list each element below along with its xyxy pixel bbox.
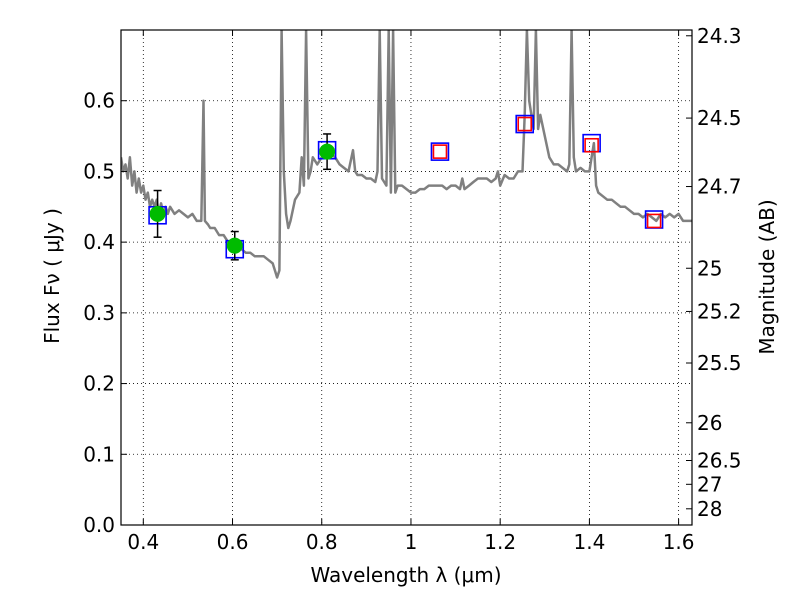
x-tick-label: 1.2 — [484, 530, 516, 554]
upper-limit-marker — [584, 137, 599, 153]
plot-markers — [148, 114, 664, 261]
magnitude-tick-label: 24.7 — [697, 175, 742, 199]
x-axis-ticks: 0.4 0.6 0.8 1 1.2 1.4 1.6 — [127, 30, 695, 554]
observed-flux-point — [226, 237, 243, 254]
upper-limit-marker — [432, 144, 448, 159]
x-tick-label: 0.8 — [306, 530, 338, 554]
plot-data — [121, 30, 692, 279]
magnitude-tick-label: 28 — [697, 497, 722, 521]
observed-flux-point — [319, 143, 336, 160]
y-tick-label: 0.6 — [83, 89, 115, 113]
x-axis-label: Wavelength λ (μm) — [310, 563, 501, 587]
model-flux-marker — [515, 114, 535, 134]
x-tick-label: 0.4 — [127, 530, 159, 554]
spectrum-line — [121, 30, 692, 279]
x-tick-label: 0.6 — [217, 530, 249, 554]
model-flux-marker — [430, 142, 450, 161]
magnitude-tick-label: 25.2 — [697, 299, 742, 323]
magnitude-tick-label: 26 — [697, 411, 722, 435]
y-tick-label: 0.4 — [83, 230, 115, 254]
y-axis-label: Flux Fν ( μJy ) — [40, 208, 64, 344]
plot-frame — [120, 29, 693, 526]
x-tick-label: 1.6 — [663, 530, 695, 554]
x-tick-label: 1.4 — [573, 530, 605, 554]
magnitude-tick-label: 24.5 — [697, 106, 742, 130]
upper-limit-marker — [517, 116, 533, 132]
grid — [121, 30, 692, 526]
magnitude-tick-label: 24.3 — [697, 24, 742, 48]
magnitude-tick-label: 26.5 — [697, 449, 742, 473]
upper-limit-marker — [646, 213, 662, 229]
y-tick-label: 0.3 — [83, 301, 115, 325]
observed-flux-point — [149, 205, 166, 222]
x-tick-label: 1 — [405, 530, 418, 554]
y-tick-label: 0.2 — [83, 372, 115, 396]
magnitude-axis-label: Magnitude (AB) — [755, 199, 779, 354]
y-axis-ticks: 0.0 0.1 0.2 0.3 0.4 0.5 0.6 — [83, 89, 127, 537]
magnitude-tick-label: 25 — [697, 256, 722, 280]
magnitude-tick-label: 27 — [697, 472, 722, 496]
y-tick-label: 0.1 — [83, 442, 115, 466]
y-tick-label: 0.0 — [83, 513, 115, 537]
magnitude-tick-label: 25.5 — [697, 351, 742, 375]
y-tick-label: 0.5 — [83, 159, 115, 183]
